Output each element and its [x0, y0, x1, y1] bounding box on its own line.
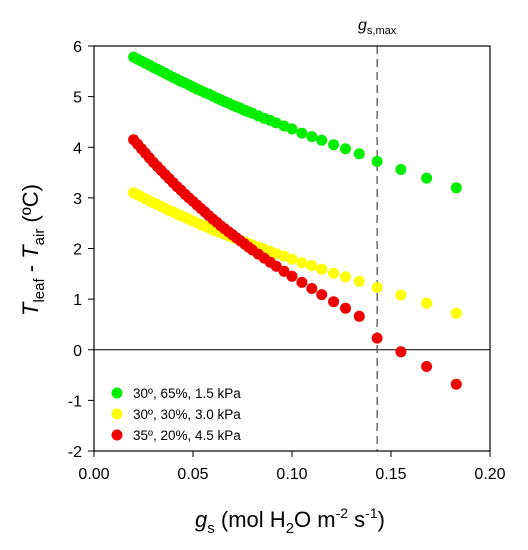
data-point	[306, 283, 318, 294]
data-point	[306, 131, 318, 143]
x-tick-label: 0.00	[78, 466, 109, 483]
data-point	[278, 265, 290, 277]
data-point	[316, 289, 328, 301]
y-label-var2: T	[18, 244, 43, 259]
x-axis-label: gs (mol H2O m-2 s-1)	[195, 505, 385, 537]
data-point	[450, 182, 462, 194]
x-label-unit-pre: (mol H	[215, 507, 286, 532]
x-tick-label: 0.10	[276, 466, 307, 483]
y-axis-label: Tleaf - Tair (ºC)	[18, 184, 48, 316]
vline-label: gs,max	[358, 17, 397, 37]
y-tick-label: 6	[73, 39, 82, 56]
series-1	[128, 187, 462, 319]
data-point	[286, 270, 298, 282]
x-label-unit-s: s	[348, 507, 365, 532]
y-label-dash: -	[18, 259, 43, 279]
vline-label-var: g	[358, 17, 367, 34]
y-tick-label: 0	[73, 343, 82, 360]
y-axis-ticks: -2 -1 0 1 2 3 4 5 6	[68, 39, 94, 461]
data-point	[328, 267, 340, 279]
data-point	[395, 164, 407, 175]
x-label-unit-sub: 2	[286, 520, 294, 537]
vline-label-sub: s,max	[367, 25, 397, 37]
x-tick-label: 0.15	[375, 466, 406, 483]
data-point	[395, 346, 407, 358]
x-label-sub: s	[207, 520, 215, 537]
y-tick-label: 1	[73, 292, 82, 309]
data-point	[328, 296, 340, 308]
series-0	[128, 51, 462, 194]
y-tick-label: -1	[68, 393, 82, 410]
x-tick-label: 0.20	[474, 466, 505, 483]
data-point	[296, 127, 308, 139]
data-point	[450, 378, 462, 390]
data-point	[340, 143, 351, 155]
legend-label-2: 35º, 20%, 4.5 kPa	[133, 428, 241, 443]
data-point	[328, 139, 340, 151]
legend-label-1: 30º, 30%, 3.0 kPa	[133, 407, 241, 422]
y-label-var1: T	[18, 301, 43, 316]
data-point	[353, 310, 365, 322]
data-point	[340, 271, 351, 283]
y-label-sub1: leaf	[31, 278, 48, 303]
x-label-unit-sup1: -2	[336, 505, 349, 521]
data-point	[353, 275, 365, 287]
data-point	[395, 289, 407, 301]
y-label-unit: (ºC)	[18, 184, 43, 229]
data-point	[286, 123, 298, 135]
data-points	[128, 51, 462, 390]
x-label-unit-post: )	[378, 507, 385, 532]
x-label-unit-sup2: -1	[365, 505, 378, 521]
data-point	[421, 361, 433, 372]
legend-label-0: 30º, 65%, 1.5 kPa	[133, 386, 241, 401]
data-point	[306, 260, 318, 272]
y-label-sub2: air	[31, 229, 48, 246]
data-point	[421, 297, 433, 309]
y-tick-label: 5	[73, 90, 82, 107]
data-point	[371, 282, 383, 293]
data-point	[296, 257, 308, 269]
legend: 30º, 65%, 1.5 kPa 30º, 30%, 3.0 kPa 35º,…	[111, 386, 241, 443]
data-point	[353, 148, 365, 160]
legend-marker-2	[111, 429, 123, 441]
data-point	[270, 260, 282, 272]
y-tick-label: 4	[73, 140, 82, 157]
x-label-var: g	[195, 507, 208, 532]
x-label-unit-mid: O m	[294, 507, 336, 532]
y-tick-label: -2	[68, 444, 82, 461]
data-point	[450, 307, 462, 319]
data-point	[371, 332, 383, 344]
legend-marker-0	[111, 387, 123, 399]
data-point	[316, 134, 328, 146]
data-point	[340, 302, 351, 314]
y-tick-label: 3	[73, 191, 82, 208]
data-point	[296, 276, 308, 288]
data-point	[286, 253, 298, 265]
series-2	[128, 134, 462, 390]
x-axis-ticks: 0.00 0.05 0.10 0.15 0.20	[78, 451, 506, 483]
x-tick-label: 0.05	[177, 466, 208, 483]
data-point	[421, 172, 433, 184]
data-point	[316, 263, 328, 275]
y-tick-label: 2	[73, 242, 82, 259]
legend-marker-1	[111, 408, 123, 420]
data-point	[371, 155, 383, 167]
